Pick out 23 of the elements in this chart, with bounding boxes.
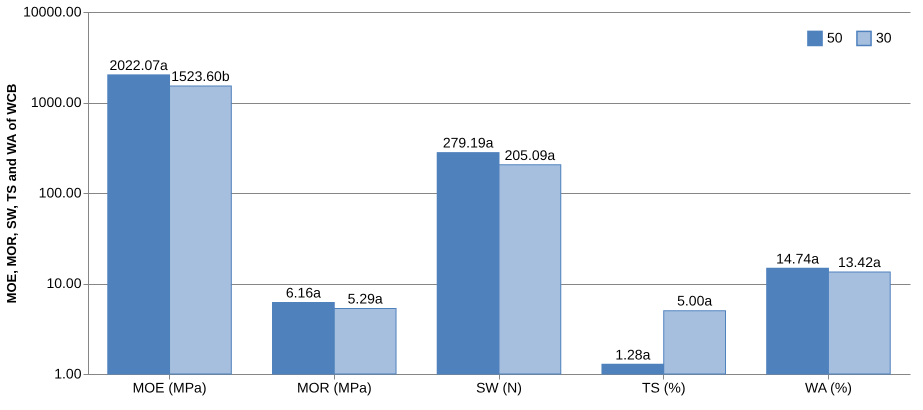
- data-label: 205.09a: [504, 146, 556, 163]
- x-tick-label: MOE (MPa): [132, 380, 206, 396]
- y-tick-label: 10000.00: [23, 4, 82, 20]
- y-tick-label: 10.00: [46, 275, 82, 291]
- x-tick-label: SW (N): [476, 380, 522, 396]
- data-label: 279.19a: [442, 134, 494, 151]
- y-tick-label: 1.00: [54, 366, 82, 382]
- data-label: 2022.07a: [109, 56, 168, 73]
- data-label: 13.42a: [838, 254, 881, 270]
- data-label: 1523.60b: [171, 68, 230, 84]
- x-tick-label: TS (%): [642, 380, 686, 396]
- legend-label: 30: [876, 29, 892, 46]
- x-tick-label: WA (%): [805, 380, 852, 396]
- y-axis-title: MOE, MOR, SW, TS and WA of WCB: [4, 84, 20, 304]
- y-tick-label: 1000.00: [30, 94, 82, 110]
- data-label: 5.29a: [348, 290, 383, 307]
- legend-label: 50: [827, 29, 843, 46]
- y-tick-label: 100.00: [38, 184, 82, 200]
- x-tick-label: MOR (MPa): [296, 380, 372, 396]
- data-label: 1.28a: [615, 346, 651, 362]
- data-label: 14.74a: [776, 250, 820, 266]
- data-label: 5.00a: [677, 292, 712, 309]
- data-label: 6.16a: [286, 284, 322, 301]
